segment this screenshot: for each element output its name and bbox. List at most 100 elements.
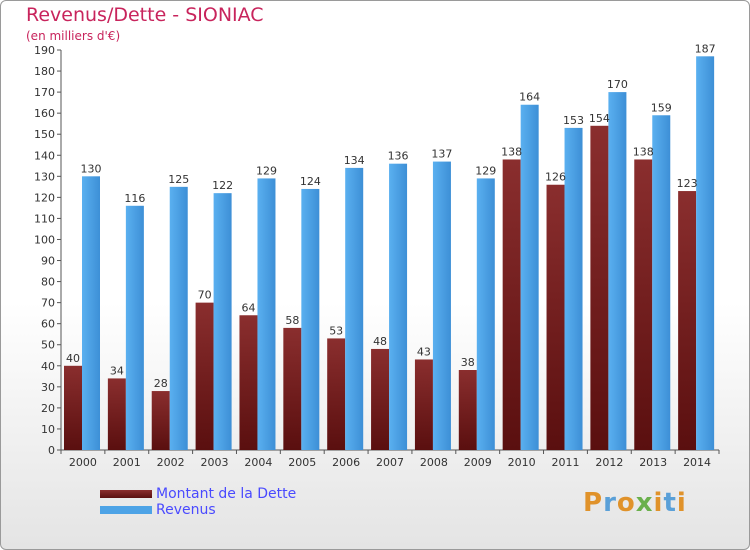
data-label-revenus: 116 [124, 192, 145, 205]
y-tick-label: 130 [34, 170, 55, 183]
data-labels: 40 130 34 116 28 125 70 122 64 129 58 124 53 134 48 136… [66, 42, 716, 390]
y-tick-label: 180 [34, 65, 55, 78]
bar-dette [502, 159, 521, 450]
y-tick-label: 190 [34, 44, 55, 57]
data-label-revenus: 136 [388, 150, 409, 163]
y-tick-label: 140 [34, 149, 55, 162]
y-tick-label: 160 [34, 107, 55, 120]
logo-letter: i [676, 488, 687, 518]
data-label-dette: 123 [677, 177, 698, 190]
bar-revenus [169, 186, 188, 450]
bar-revenus [213, 193, 232, 450]
bar-dette [414, 359, 433, 450]
bar-dette [283, 327, 302, 450]
x-tick-label: 2012 [595, 456, 623, 469]
data-label-dette: 34 [110, 364, 124, 377]
data-label-dette: 138 [501, 145, 522, 158]
bar-dette [195, 302, 214, 450]
x-tick-label: 2010 [508, 456, 536, 469]
bar-dette [546, 184, 565, 450]
data-label-revenus: 170 [607, 78, 628, 91]
legend: Montant de la Dette Revenus [100, 486, 296, 518]
logo-letter: r [603, 488, 617, 518]
bar-dette [678, 191, 697, 451]
data-label-revenus: 159 [651, 101, 672, 114]
bar-revenus [301, 188, 320, 450]
data-label-revenus: 125 [168, 173, 189, 186]
data-label-revenus: 130 [81, 162, 102, 175]
bar-revenus [125, 205, 144, 450]
bar-revenus [696, 56, 715, 450]
x-tick-label: 2005 [288, 456, 316, 469]
bar-dette [107, 378, 126, 450]
x-tick-label: 2011 [551, 456, 579, 469]
bars [64, 56, 715, 451]
data-label-revenus: 129 [475, 164, 496, 177]
bar-revenus [82, 176, 100, 450]
bar-dette [634, 159, 653, 450]
legend-label-dette: Montant de la Dette [156, 486, 297, 502]
bar-revenus [608, 92, 627, 451]
chart-title: Revenus/Dette - SIONIAC [26, 4, 264, 26]
data-label-dette: 64 [241, 301, 255, 314]
x-tick-label: 2014 [683, 456, 711, 469]
data-label-dette: 154 [589, 112, 610, 125]
y-tick-label: 90 [41, 255, 55, 268]
data-label-revenus: 124 [300, 175, 321, 188]
logo-letter: i [653, 488, 664, 518]
bar-dette [64, 365, 82, 450]
data-label-dette: 43 [417, 345, 431, 358]
y-tick-label: 0 [48, 444, 55, 457]
x-tick-label: 2000 [69, 456, 97, 469]
data-label-dette: 53 [329, 324, 343, 337]
data-label-dette: 70 [198, 289, 212, 302]
y-tick-label: 40 [41, 360, 55, 373]
data-label-revenus: 122 [212, 179, 233, 192]
data-label-revenus: 187 [695, 42, 716, 55]
x-tick-label: 2006 [332, 456, 360, 469]
logo-letter: o [616, 488, 636, 518]
data-label-dette: 38 [461, 356, 475, 369]
legend-item-revenus: Revenus [100, 502, 296, 518]
legend-label-revenus: Revenus [156, 502, 216, 518]
bar-revenus [389, 163, 408, 450]
bar-dette [371, 348, 390, 450]
x-tick-label: 2001 [113, 456, 141, 469]
bar-revenus [652, 115, 671, 451]
axes: 0 10 20 30 40 50 60 70 80 90 100 110 120 130 140 150 160… [34, 44, 720, 469]
legend-item-dette: Montant de la Dette [100, 486, 296, 502]
y-tick-label: 70 [41, 297, 55, 310]
y-tick-label: 150 [34, 128, 55, 141]
bar-revenus [432, 161, 451, 450]
chart-subtitle: (en milliers d'€) [26, 29, 121, 43]
x-tick-label: 2007 [376, 456, 404, 469]
y-tick-label: 30 [41, 381, 55, 394]
data-label-revenus: 134 [344, 154, 365, 167]
y-tick-label: 110 [34, 212, 55, 225]
data-label-revenus: 164 [519, 91, 540, 104]
bar-revenus [476, 178, 495, 450]
bar-dette [458, 370, 477, 450]
x-tick-label: 2013 [639, 456, 667, 469]
x-tick-label: 2002 [157, 456, 185, 469]
data-label-revenus: 129 [256, 164, 277, 177]
x-tick-label: 2004 [244, 456, 272, 469]
y-tick-label: 10 [41, 423, 55, 436]
legend-swatch-revenus [100, 506, 152, 514]
y-tick-label: 20 [41, 402, 55, 415]
data-label-dette: 138 [633, 145, 654, 158]
bar-revenus [345, 167, 364, 451]
x-tick-label: 2009 [464, 456, 492, 469]
bar-revenus [257, 178, 276, 450]
data-label-revenus: 137 [431, 148, 452, 161]
y-tick-label: 170 [34, 86, 55, 99]
bar-revenus [520, 104, 539, 450]
y-tick-label: 60 [41, 318, 55, 331]
data-label-dette: 40 [66, 352, 80, 365]
data-label-dette: 58 [285, 314, 299, 327]
y-tick-label: 50 [41, 339, 55, 352]
proxiti-logo: Proxiti [583, 488, 687, 518]
data-label-dette: 28 [154, 377, 168, 390]
bar-revenus [564, 127, 583, 450]
bar-dette [239, 315, 258, 450]
